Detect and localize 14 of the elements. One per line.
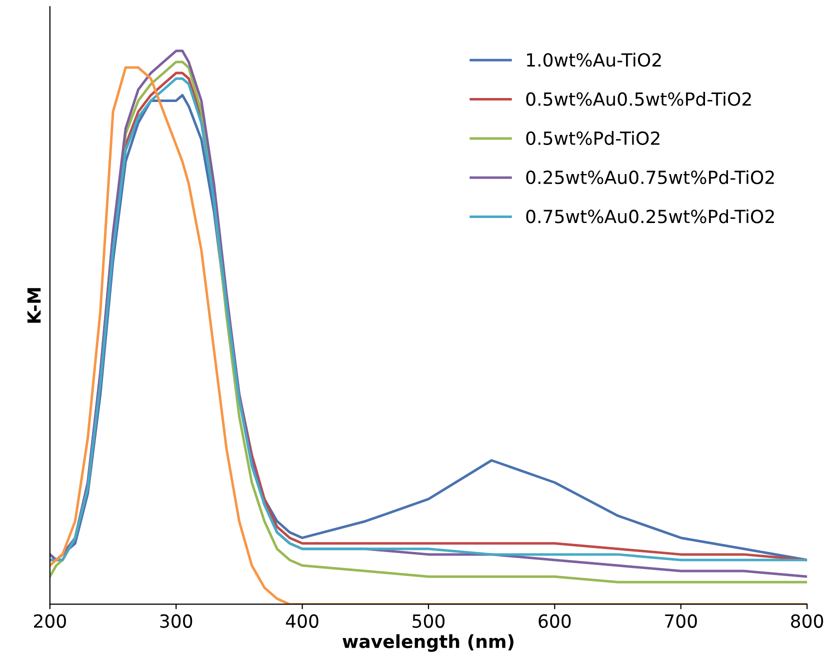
legend-label: 0.75wt%Au0.25wt%Pd-TiO2 [526,209,774,224]
x-tick-label: 700 [665,614,697,628]
x-tick-label: 600 [538,614,571,628]
legend-label: 1.0wt%Au-TiO2 [527,52,661,67]
y-axis-title: K-M [27,288,41,323]
x-tick-label: 500 [412,614,445,628]
legend-label: 0.5wt%Pd-TiO2 [526,131,660,146]
x-tick-label: 200 [34,614,66,628]
x-tick-label: 300 [160,614,192,628]
legend-label: 0.25wt%Au0.75wt%Pd-TiO2 [526,170,774,184]
legend-label: 0.5wt%Au0.5wt%Pd-TiO2 [526,92,751,106]
x-tick-label: 400 [286,614,318,628]
x-tick-label: 800 [791,614,824,628]
x-axis-title: wavelength (nm) [342,634,514,652]
